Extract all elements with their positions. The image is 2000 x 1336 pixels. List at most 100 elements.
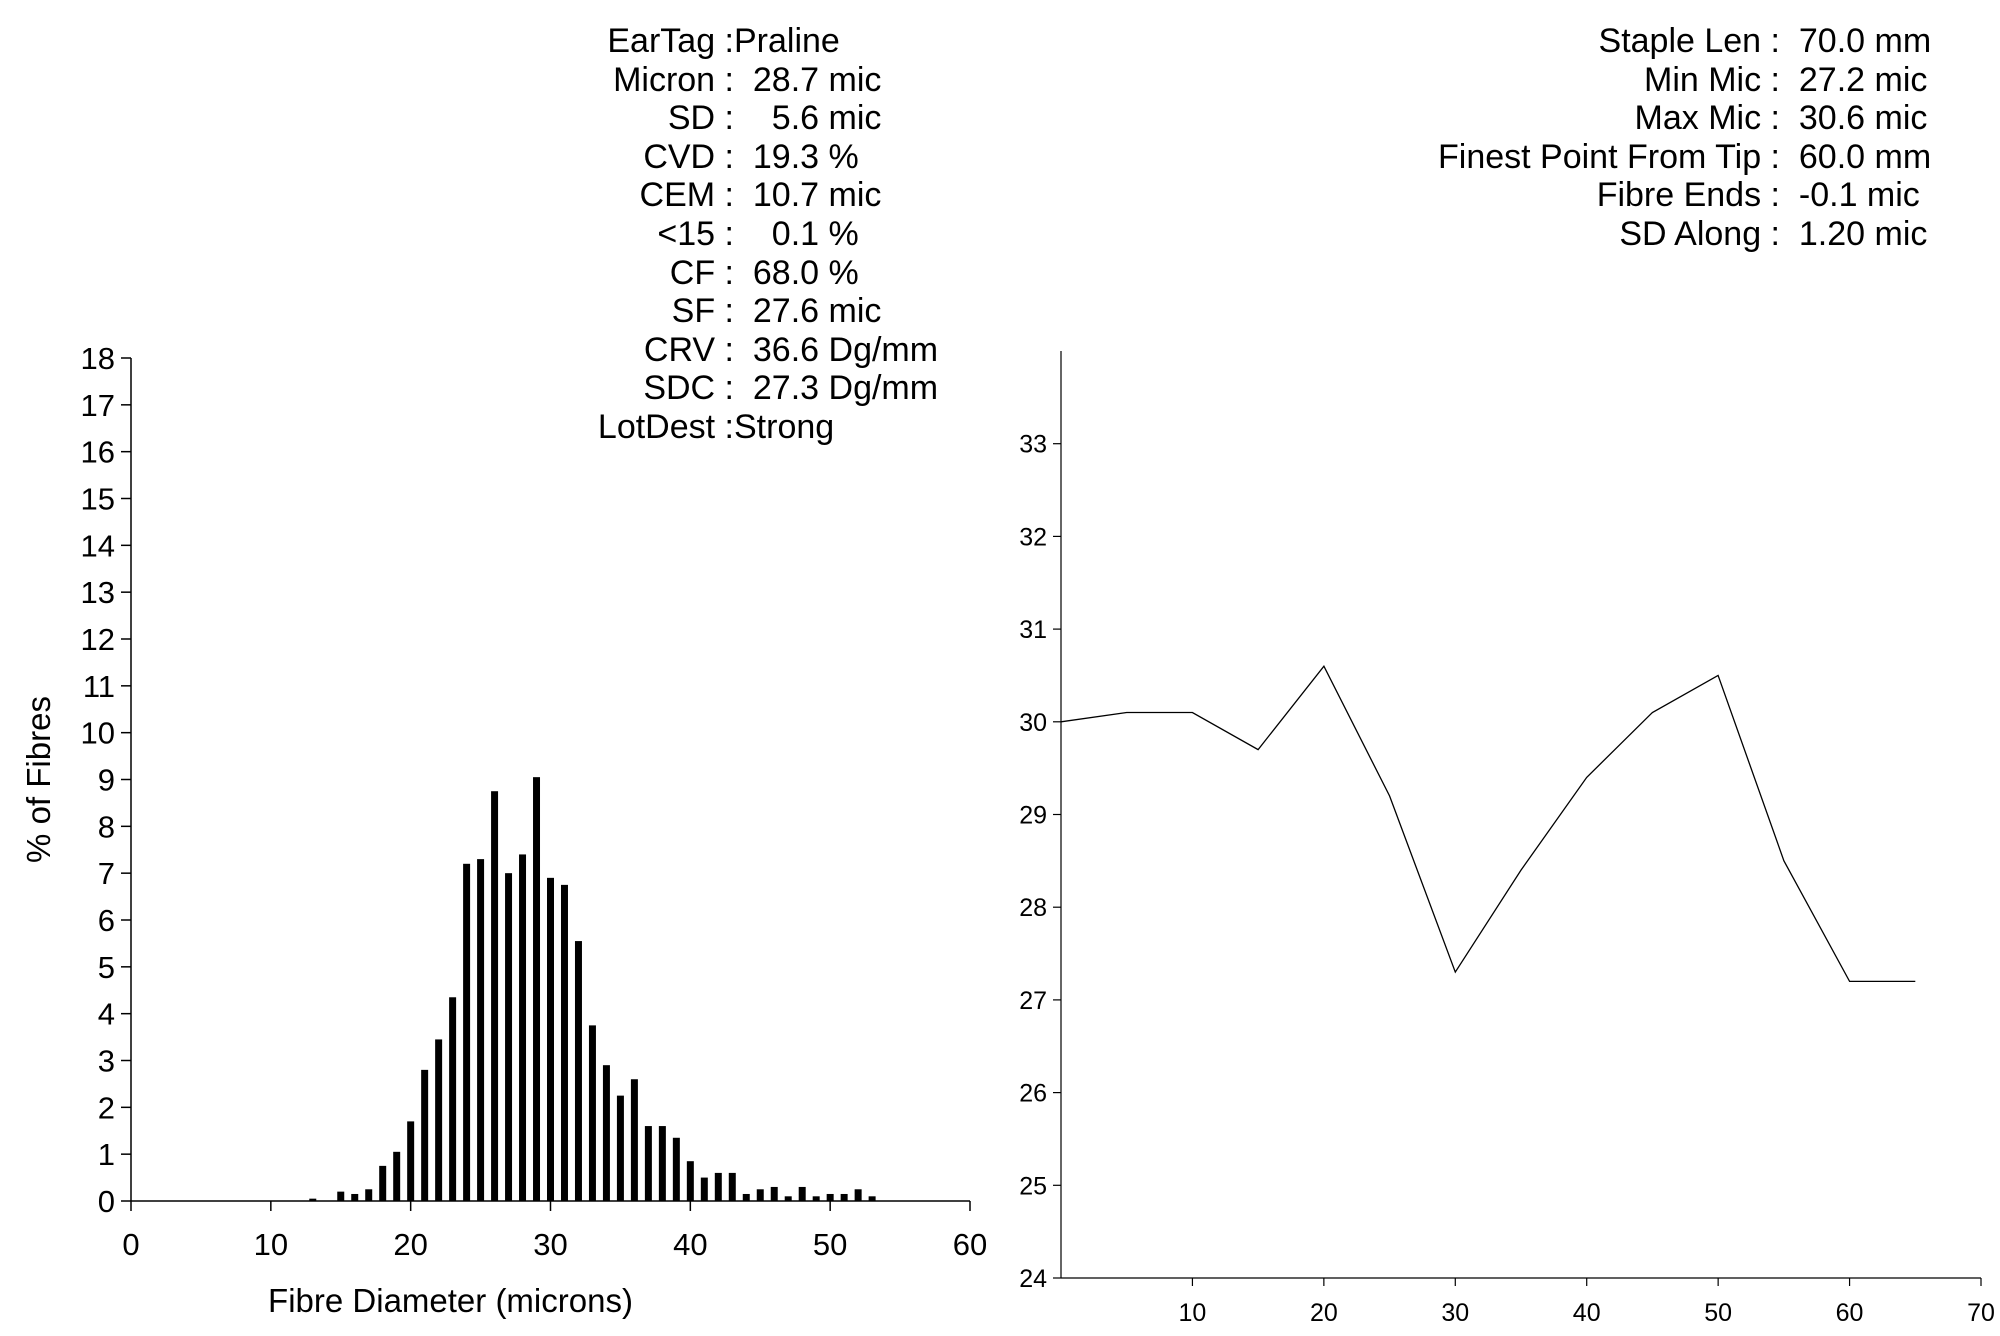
stat-label: SD Along : — [1619, 214, 1780, 253]
y-tick-label: 32 — [1019, 523, 1047, 551]
stat-value: 27.2 mic — [1780, 60, 1928, 99]
bar — [812, 1196, 820, 1201]
x-tick-label: 30 — [1441, 1299, 1469, 1327]
stat-row-lt15: <15 : 0.1 % — [560, 215, 994, 254]
bar — [714, 1172, 722, 1201]
stat-label: SF : — [671, 292, 734, 331]
summary-stats-left: EarTag : Praline Micron : 28.7 mic SD : 5… — [560, 22, 994, 447]
x-tick-label: 40 — [673, 1227, 707, 1262]
bar — [407, 1121, 415, 1201]
y-tick-label: 6 — [98, 903, 115, 938]
y-tick-label: 1 — [98, 1137, 115, 1172]
bar — [616, 1095, 624, 1201]
y-tick-label: 10 — [81, 716, 115, 751]
summary-stats-right: Staple Len : 70.0 mm Min Mic : 27.2 mic … — [1380, 22, 1960, 254]
y-tick-label: 9 — [98, 763, 115, 798]
bar — [784, 1196, 792, 1201]
stat-row-max-mic: Max Mic : 30.6 mic — [1380, 99, 1960, 138]
x-tick-label: 0 — [122, 1227, 139, 1262]
stat-value: 0.1 % — [734, 214, 859, 253]
bar — [644, 1126, 652, 1201]
bar — [309, 1198, 317, 1201]
x-tick-label: 30 — [533, 1227, 567, 1262]
y-tick-label: 15 — [81, 482, 115, 517]
y-tick-label: 30 — [1019, 709, 1047, 737]
x-tick-label: 20 — [1310, 1299, 1338, 1327]
bar — [658, 1126, 666, 1201]
y-tick-label: 28 — [1019, 894, 1047, 922]
bar — [574, 941, 582, 1201]
bar — [840, 1193, 848, 1201]
y-tick-label: 5 — [98, 950, 115, 985]
stat-value: 70.0 mm — [1780, 22, 1932, 60]
stat-label: SD : — [667, 99, 734, 138]
bar — [630, 1079, 638, 1201]
stat-value: -0.1 mic — [1780, 176, 1920, 215]
x-tick-label: 40 — [1573, 1299, 1601, 1327]
stat-label: Max Mic : — [1634, 99, 1780, 138]
bar — [505, 873, 513, 1201]
y-tick-label: 27 — [1019, 987, 1047, 1015]
y-tick-label: 7 — [98, 856, 115, 891]
stat-value: 10.7 mic — [734, 176, 882, 215]
x-tick-label: 70 — [1967, 1299, 1995, 1327]
y-tick-label: 18 — [81, 341, 115, 376]
stat-value: Praline — [734, 22, 840, 60]
stat-label: CVD : — [643, 137, 734, 176]
stat-label: Staple Len : — [1598, 22, 1780, 60]
bar — [672, 1137, 680, 1201]
stat-label: CF : — [669, 253, 734, 292]
stat-row-cf: CF : 68.0 % — [560, 254, 994, 293]
bar — [547, 877, 554, 1201]
stat-value: 27.6 mic — [734, 292, 882, 331]
x-tick-label: 50 — [1704, 1299, 1732, 1327]
stat-row-sd: SD : 5.6 mic — [560, 99, 994, 138]
stat-row-lotdest: LotDest : Strong — [560, 408, 994, 447]
y-tick-label: 0 — [98, 1184, 115, 1219]
x-axis-label: Fibre Diameter (microns) — [268, 1282, 633, 1319]
stat-row-sf: SF : 27.6 mic — [560, 292, 994, 331]
stat-value: Strong — [734, 407, 835, 446]
x-tick-label: 60 — [953, 1227, 987, 1262]
y-tick-label: 25 — [1019, 1172, 1047, 1200]
bar — [365, 1189, 373, 1201]
bar — [742, 1193, 750, 1201]
y-tick-label: 4 — [98, 997, 115, 1032]
stat-value: 36.6 Dg/mm — [734, 330, 939, 369]
y-tick-label: 17 — [81, 388, 115, 423]
bar — [588, 1025, 596, 1201]
stat-label: Min Mic : — [1644, 60, 1780, 99]
bar — [826, 1193, 834, 1201]
stat-label: Fibre Ends : — [1596, 176, 1780, 215]
micron-profile-line-chart: 24 25 26 27 28 29 30 31 32 33 10 20 30 40 50 60 70 — [1019, 351, 1995, 1327]
stat-label: <15 : — [657, 214, 734, 253]
stat-row-min-mic: Min Mic : 27.2 mic — [1380, 61, 1960, 100]
bar — [519, 854, 527, 1201]
x-tick-label: 20 — [393, 1227, 427, 1262]
y-tick-label: 29 — [1019, 802, 1047, 830]
stat-label: Micron : — [613, 60, 734, 99]
bar — [854, 1189, 862, 1201]
bar — [337, 1191, 345, 1201]
y-tick-label: 13 — [81, 575, 115, 610]
y-tick-label: 3 — [98, 1044, 115, 1079]
y-tick-label: 31 — [1019, 616, 1047, 644]
bar — [393, 1151, 401, 1201]
stat-label: CEM : — [639, 176, 734, 215]
y-tick-label: 14 — [81, 528, 115, 563]
stat-row-cvd: CVD : 19.3 % — [560, 138, 994, 177]
bar — [868, 1196, 876, 1201]
stat-row-sd-along: SD Along : 1.20 mic — [1380, 215, 1960, 254]
bar — [449, 997, 457, 1201]
stat-value: 19.3 % — [734, 137, 859, 176]
bar — [602, 1065, 610, 1201]
x-tick-label: 50 — [813, 1227, 847, 1262]
y-tick-label: 8 — [98, 809, 115, 844]
x-tick-label: 10 — [1179, 1299, 1207, 1327]
stat-value: 1.20 mic — [1780, 214, 1928, 253]
y-tick-label: 12 — [81, 622, 115, 657]
y-tick-label: 33 — [1019, 431, 1047, 459]
bar — [728, 1172, 736, 1201]
